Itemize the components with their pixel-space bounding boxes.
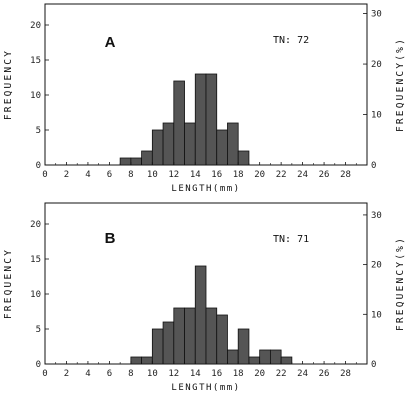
- y-right-tick-label: 20: [371, 261, 382, 271]
- y-right-tick-label: 0: [371, 360, 376, 370]
- histogram-bar: [216, 129, 228, 166]
- x-tick-label: 2: [64, 369, 69, 379]
- y-right-tick-label: 20: [371, 60, 382, 70]
- x-axis-label: LENGTH(mm): [171, 383, 240, 393]
- y-left-tick-label: 15: [30, 255, 41, 265]
- histogram-bar: [237, 150, 250, 166]
- y-left-tick-label: 15: [30, 56, 41, 66]
- y-axis-label-right: FREQUENCY(%): [395, 236, 406, 331]
- y-left-tick-label: 20: [30, 220, 41, 230]
- x-tick-label: 26: [319, 369, 330, 379]
- histogram-bar: [237, 328, 250, 365]
- x-tick-label: 22: [276, 170, 287, 180]
- total-number-annotation: TN: 71: [273, 234, 309, 245]
- histogram-bar: [173, 307, 185, 365]
- x-tick-label: 12: [168, 369, 179, 379]
- x-tick-label: 0: [42, 369, 47, 379]
- histogram-bar: [119, 157, 132, 166]
- y-right-tick-label: 30: [371, 10, 382, 20]
- x-tick-label: 0: [42, 170, 47, 180]
- x-tick-label: 10: [147, 369, 158, 379]
- y-axis-label-left: FREQUENCY: [3, 248, 14, 319]
- y-left-tick-label: 20: [30, 21, 41, 31]
- histogram-bar: [141, 150, 153, 166]
- histogram-bar: [269, 349, 282, 365]
- x-tick-label: 6: [107, 369, 112, 379]
- histogram-bar: [216, 314, 228, 365]
- x-tick-label: 28: [340, 369, 351, 379]
- y-right-tick-label: 30: [371, 211, 382, 221]
- y-left-tick-label: 10: [30, 91, 41, 101]
- y-left-tick-label: 5: [36, 325, 41, 335]
- histogram-bar: [130, 157, 143, 166]
- x-tick-label: 22: [276, 369, 287, 379]
- x-tick-label: 14: [190, 369, 201, 379]
- x-tick-label: 4: [85, 369, 90, 379]
- x-axis-label: LENGTH(mm): [171, 184, 240, 194]
- histogram-bar: [184, 307, 196, 365]
- x-tick-label: 24: [297, 369, 308, 379]
- x-tick-label: 26: [319, 170, 330, 180]
- y-left-tick-label: 5: [36, 126, 41, 136]
- x-tick-label: 28: [340, 170, 351, 180]
- histogram-bar: [227, 122, 239, 166]
- y-right-tick-label: 10: [371, 310, 382, 320]
- histogram-bar: [280, 356, 293, 365]
- histogram-bar: [194, 73, 207, 166]
- y-left-tick-label: 0: [36, 360, 41, 370]
- histogram-bar: [194, 265, 207, 365]
- histogram-bar: [151, 328, 164, 365]
- histogram-bar: [162, 321, 175, 365]
- x-tick-label: 4: [85, 170, 90, 180]
- panel-label: A: [105, 34, 116, 51]
- histogram-panel-a: 0 2 4 6 8 10 12 14 16 18 20 22 24 26 28051015200102030…: [3, 3, 406, 194]
- x-tick-label: 10: [147, 170, 158, 180]
- x-tick-label: 24: [297, 170, 308, 180]
- x-tick-label: 12: [168, 170, 179, 180]
- y-right-tick-label: 0: [371, 161, 376, 171]
- x-tick-label: 8: [128, 170, 133, 180]
- y-axis-label-left: FREQUENCY: [3, 49, 14, 120]
- total-number-annotation: TN: 72: [273, 35, 309, 46]
- histogram-bar: [205, 73, 218, 166]
- x-tick-label: 20: [254, 369, 265, 379]
- x-tick-label: 16: [211, 369, 222, 379]
- x-tick-label: 2: [64, 170, 69, 180]
- x-tick-label: 14: [190, 170, 201, 180]
- histogram-bar: [130, 356, 143, 365]
- histogram-bar: [184, 122, 196, 166]
- histogram-bar: [248, 356, 261, 365]
- x-tick-label: 18: [233, 170, 244, 180]
- histogram-bar: [151, 129, 164, 166]
- y-axis-label-right: FREQUENCY(%): [395, 37, 406, 132]
- histogram-bar: [173, 80, 185, 166]
- x-tick-label: 8: [128, 369, 133, 379]
- x-tick-label: 16: [211, 170, 222, 180]
- histogram-bar: [259, 349, 271, 365]
- x-tick-label: 20: [254, 170, 265, 180]
- histogram-panel-b: 0 2 4 6 8 10 12 14 16 18 20 22 24 26 28051015200102030…: [3, 202, 406, 393]
- y-left-tick-label: 0: [36, 161, 41, 171]
- histogram-bar: [162, 122, 175, 166]
- histogram-bar: [227, 349, 239, 365]
- histogram-bar: [205, 307, 218, 365]
- panel-label: B: [105, 230, 116, 247]
- x-tick-label: 6: [107, 170, 112, 180]
- y-left-tick-label: 10: [30, 290, 41, 300]
- histogram-bar: [141, 356, 153, 365]
- y-right-tick-label: 10: [371, 111, 382, 121]
- x-tick-label: 18: [233, 369, 244, 379]
